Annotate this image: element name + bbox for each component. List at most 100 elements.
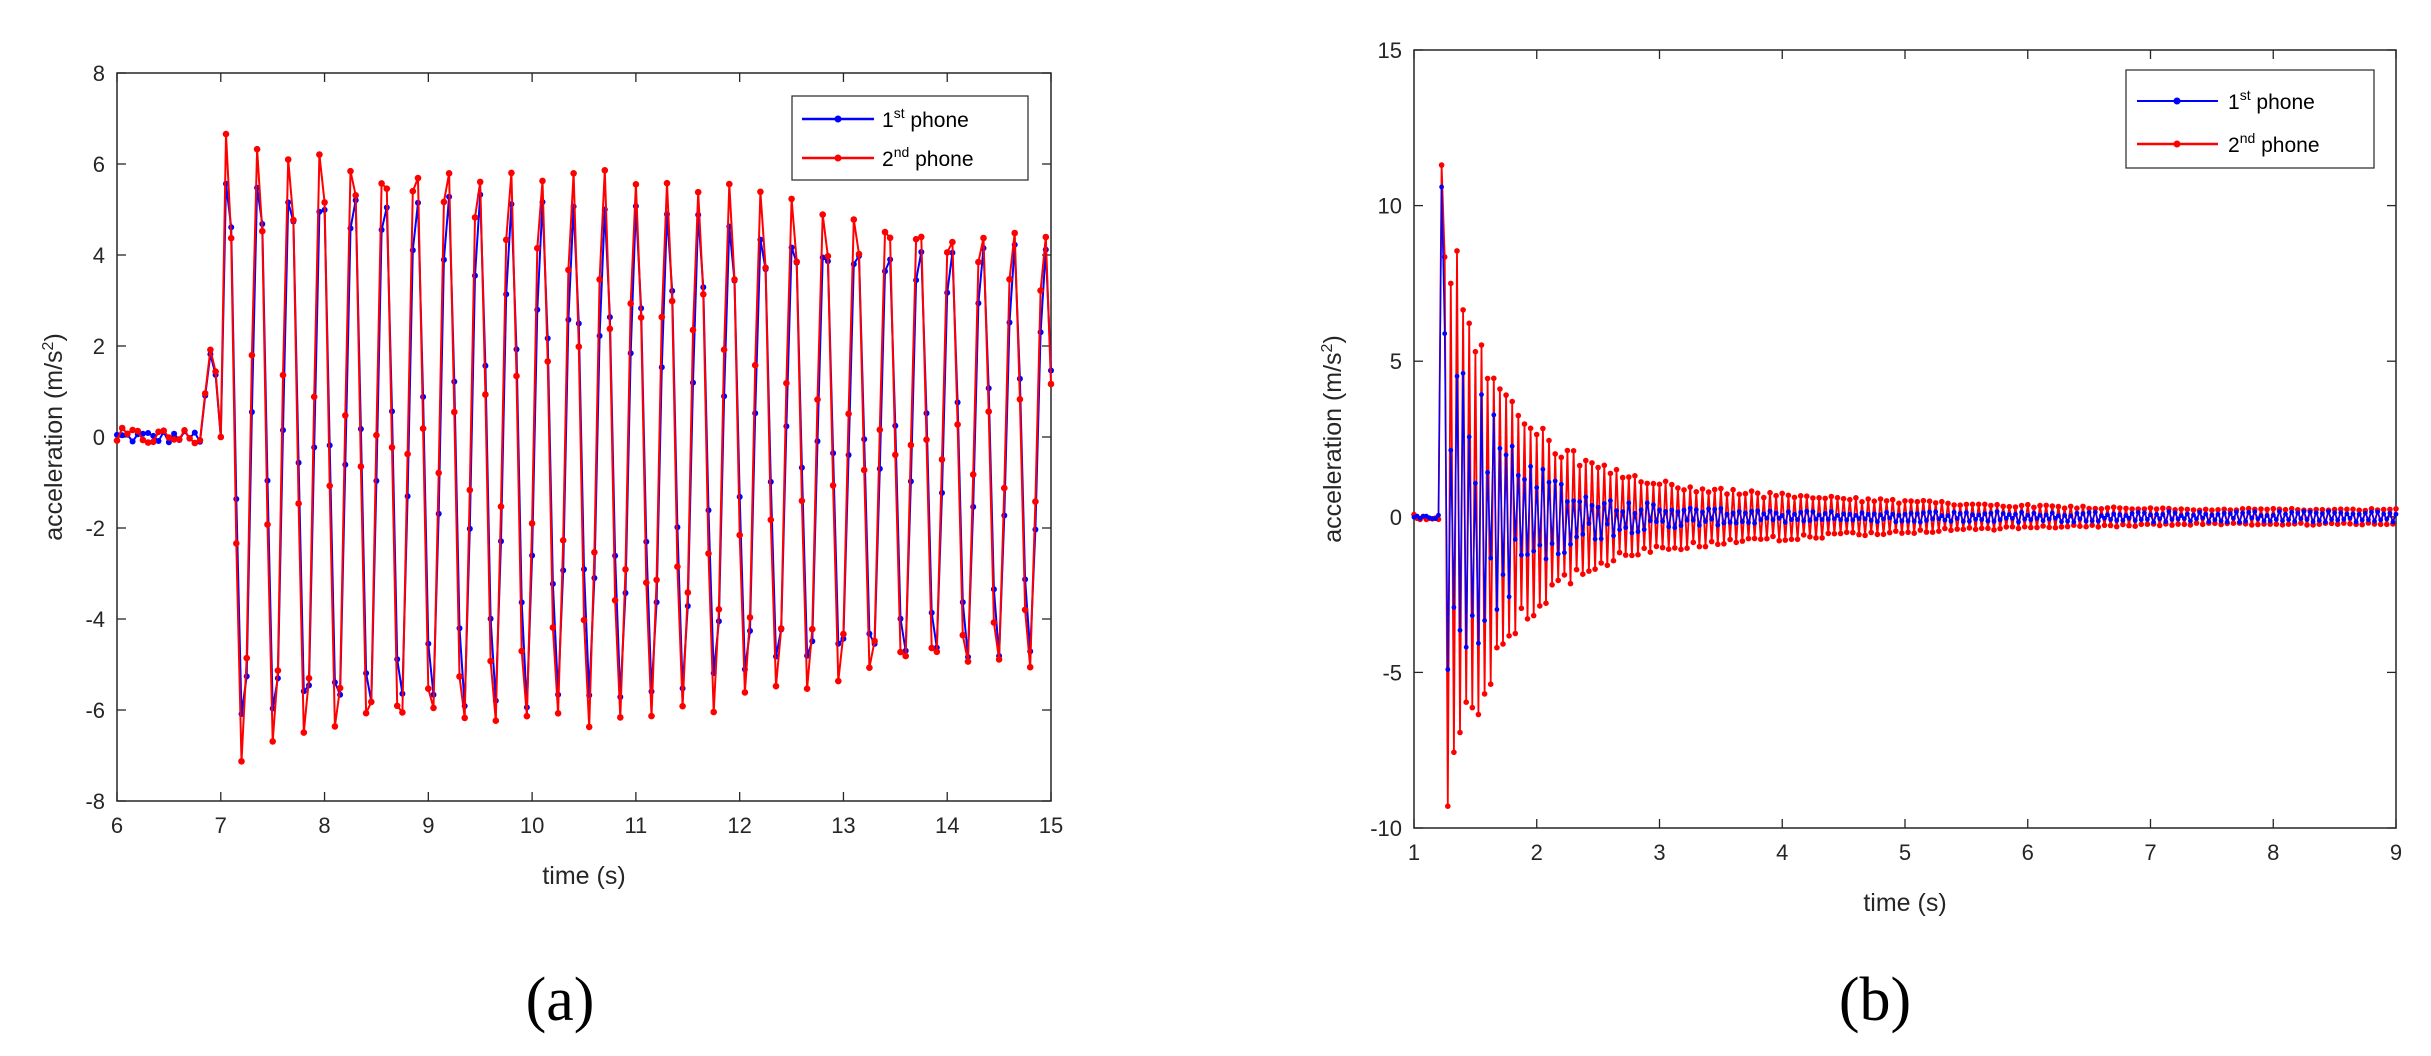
chart-a-point-phone-2	[513, 372, 520, 380]
chart-b-point-phone-2	[2141, 506, 2148, 512]
chart-a-y-tick-label: 4	[93, 243, 105, 268]
chart-b-point-phone-2	[1457, 729, 1463, 736]
chart-a-x-tick-label: 15	[1039, 813, 1063, 838]
chart-b-point-phone-1	[2065, 518, 2071, 524]
chart-b-point-phone-1	[1982, 511, 1988, 516]
chart-b-point-phone-1	[2384, 516, 2390, 522]
chart-a-point-phone-2	[871, 637, 878, 645]
chart-b-point-phone-1	[1850, 517, 1856, 523]
chart-b-point-phone-1	[1792, 511, 1797, 517]
chart-b-point-phone-2	[2049, 503, 2056, 509]
chart-b-point-phone-2	[2064, 523, 2071, 530]
chart-b-point-phone-1	[1672, 525, 1678, 531]
chart-b-point-phone-2	[1448, 280, 1454, 287]
chart-b-point-phone-1	[2273, 517, 2279, 522]
chart-b-point-phone-2	[2384, 521, 2390, 528]
chart-b-point-phone-1	[1433, 516, 1438, 521]
chart-a-point-phone-2	[466, 486, 474, 494]
chart-b-point-phone-1	[1586, 521, 1592, 526]
chart-a-point-phone-2	[160, 427, 167, 435]
chart-b-point-phone-2	[1954, 526, 1960, 532]
chart-b-point-phone-1	[1712, 506, 1718, 512]
chart-a-point-phone-2	[596, 276, 603, 283]
chart-a-point-phone-2	[746, 614, 754, 621]
chart-b-point-phone-2	[1785, 492, 1792, 499]
chart-b-point-phone-1	[1804, 508, 1810, 514]
chart-b-point-phone-2	[1601, 462, 1608, 469]
chart-b-point-phone-1	[1577, 499, 1583, 505]
chart-b-point-phone-2	[1748, 488, 1755, 494]
chart-b-point-phone-1	[2019, 509, 2024, 515]
chart-b-point-phone-1	[1500, 572, 1506, 578]
chart-b-point-phone-2	[2279, 522, 2286, 528]
chart-b-point-phone-1	[1534, 485, 1540, 490]
chart-b-point-phone-2	[1745, 535, 1752, 542]
chart-b-point-phone-1	[2003, 515, 2009, 521]
chart-b-point-phone-2	[1445, 803, 1451, 809]
chart-b-point-phone-2	[1463, 699, 1469, 705]
chart-a-point-phone-2	[1006, 276, 1013, 283]
chart-b-point-phone-1	[2289, 509, 2295, 515]
chart-b-point-phone-2	[1929, 529, 1936, 535]
chart-b-point-phone-1	[2053, 516, 2058, 521]
chart-b-point-phone-2	[1727, 536, 1733, 543]
chart-b-point-phone-1	[1779, 513, 1785, 518]
chart-b-point-phone-1	[2307, 509, 2313, 515]
chart-b-point-phone-2	[1899, 530, 1905, 536]
chart-b-y-tick-label: 5	[1390, 349, 1402, 374]
chart-a-point-phone-2	[191, 439, 199, 447]
chart-b-point-phone-2	[1549, 582, 1555, 588]
chart-b-point-phone-1	[1957, 511, 1963, 516]
chart-b-point-phone-1	[1816, 512, 1822, 518]
chart-a: 6 7 8 9 10 11 12 13 14 15 -8 -6 -4 -2 0 2 4 6 8 time (s) a…	[40, 61, 1063, 1034]
chart-b-point-phone-1	[2191, 512, 2196, 518]
chart-b-point-phone-1	[1568, 541, 1573, 547]
chart-a-point-phone-2	[290, 216, 297, 224]
chart-a-point-phone-1	[139, 430, 146, 437]
chart-a-y-tick-label: -6	[85, 698, 105, 723]
chart-b-point-phone-1	[1985, 518, 1991, 524]
chart-b-point-phone-1	[1884, 509, 1889, 515]
chart-b-point-phone-1	[2206, 519, 2212, 525]
chart-a-x-tick-label: 13	[831, 813, 855, 838]
chart-b-point-phone-2	[1527, 425, 1534, 432]
chart-b-point-phone-2	[1813, 535, 1819, 541]
chart-b-point-phone-2	[1751, 535, 1758, 542]
chart-b-point-phone-2	[1889, 496, 1896, 503]
chart-b-point-phone-2	[2101, 522, 2108, 529]
chart-b-point-phone-1	[1515, 473, 1521, 478]
chart-a-point-phone-2	[554, 710, 562, 717]
chart-b-point-phone-1	[1626, 500, 1632, 506]
chart-b-point-phone-1	[2120, 518, 2126, 523]
chart-b-point-phone-1	[1537, 542, 1543, 548]
chart-a-point-phone-2	[694, 188, 702, 196]
chart-a-point-phone-2	[430, 704, 437, 712]
chart-a-point-phone-2	[544, 358, 551, 365]
chart-b-point-phone-1	[1558, 481, 1564, 487]
chart-a-point-phone-2	[990, 619, 998, 626]
chart-b-point-phone-2	[2273, 521, 2280, 527]
chart-b-point-phone-2	[2058, 524, 2065, 530]
chart-b-point-phone-1	[2099, 513, 2104, 518]
chart-b-point-phone-2	[2156, 522, 2163, 529]
chart-b-point-phone-1	[2369, 509, 2374, 515]
chart-b-point-phone-2	[1635, 551, 1641, 558]
chart-b-point-phone-1	[1911, 518, 1917, 524]
chart-a-point-phone-1	[165, 439, 172, 446]
chart-b-point-phone-1	[1687, 505, 1693, 511]
chart-b-point-phone-2	[2160, 505, 2166, 512]
chart-a-x-tick-label: 6	[111, 813, 123, 838]
chart-b-point-phone-2	[2377, 521, 2384, 528]
chart-b-point-phone-1	[1764, 515, 1770, 521]
chart-a-point-phone-2	[788, 195, 795, 203]
chart-b-point-phone-1	[1847, 511, 1853, 517]
chart-b-point-phone-1	[1853, 513, 1859, 518]
chart-b-point-phone-2	[1561, 572, 1568, 578]
chart-a-point-phone-2	[803, 685, 811, 692]
chart-b-point-phone-1	[1565, 499, 1570, 504]
chart-b-point-phone-2	[1856, 531, 1862, 538]
chart-a-point-phone-2	[404, 450, 411, 458]
chart-a-point-phone-2	[461, 714, 469, 722]
chart-b-point-phone-1	[2092, 509, 2098, 515]
chart-b-point-phone-1	[1942, 517, 1948, 523]
